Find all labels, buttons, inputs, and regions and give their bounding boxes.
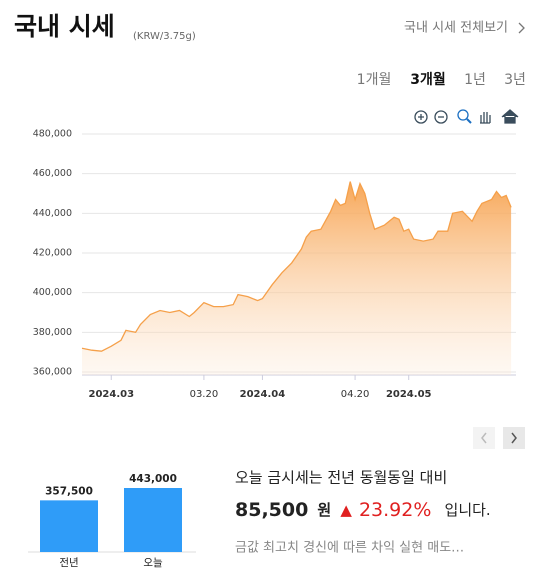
x-tick-label: 2024.03 <box>88 389 134 400</box>
zoom-icon[interactable] <box>457 109 469 121</box>
y-tick-label: 380,000 <box>33 327 72 338</box>
y-tick-label: 400,000 <box>33 287 72 298</box>
tabs: 1개월 3개월 1년 3년 <box>357 71 526 88</box>
tab[interactable]: 1개월 <box>357 72 392 88</box>
bar-chart: 357,500 전년 443,000 오늘 <box>28 473 196 569</box>
next-button[interactable] <box>503 427 525 449</box>
tab[interactable]: 3개월 <box>410 71 446 88</box>
y-tick-label: 460,000 <box>33 168 72 179</box>
line-chart: 360,000 380,000 400,000 420,000 440,000 460,0… <box>33 129 516 400</box>
all-link[interactable]: 국내 시세 전체보기 <box>404 21 508 36</box>
y-tick-label: 360,000 <box>33 367 72 378</box>
bar <box>40 500 98 552</box>
summary-figures: 85,500 원 ▲ 23.92% 입니다. <box>235 499 491 521</box>
unit: (KRW/3.75g) <box>133 31 196 42</box>
bar-value-label: 443,000 <box>129 473 177 485</box>
x-tick-label: 04.20 <box>341 389 370 400</box>
diff: 85,500 <box>235 499 308 521</box>
news[interactable]: 금값 최고치 경신에 따른 차익 실현 매도… <box>235 541 464 556</box>
bar <box>124 488 182 552</box>
toolbar <box>414 109 519 124</box>
prev-button[interactable] <box>473 427 495 449</box>
x-tick-label: 2024.04 <box>240 389 286 400</box>
pager <box>473 427 525 449</box>
x-tick-label: 오늘 <box>143 557 163 569</box>
chevron <box>518 22 525 34</box>
y-tick-label: 420,000 <box>33 248 72 259</box>
title: 국내 시세 <box>14 12 115 41</box>
y-tick-label: 440,000 <box>33 208 72 219</box>
tab[interactable]: 3년 <box>504 72 526 88</box>
zoom-in-icon[interactable] <box>414 110 428 124</box>
currency: 원 <box>317 501 331 519</box>
arrow: ▲ <box>340 501 352 519</box>
line <box>81 181 512 352</box>
tail: 입니다. <box>445 501 491 519</box>
y-tick-label: 480,000 <box>33 129 72 140</box>
home-icon[interactable] <box>501 109 519 124</box>
rate: 23.92% <box>359 499 431 521</box>
summary-line: 오늘 금시세는 전년 동월동일 대비 <box>235 469 447 487</box>
pan-icon[interactable] <box>480 112 491 124</box>
bar-value-label: 357,500 <box>45 485 93 497</box>
x-tick-label: 전년 <box>59 557 78 569</box>
x-tick-label: 03.20 <box>190 389 219 400</box>
area <box>82 181 512 375</box>
zoom-out-icon[interactable] <box>434 110 448 124</box>
tab[interactable]: 1년 <box>464 72 486 88</box>
x-tick-label: 2024.05 <box>386 389 432 400</box>
